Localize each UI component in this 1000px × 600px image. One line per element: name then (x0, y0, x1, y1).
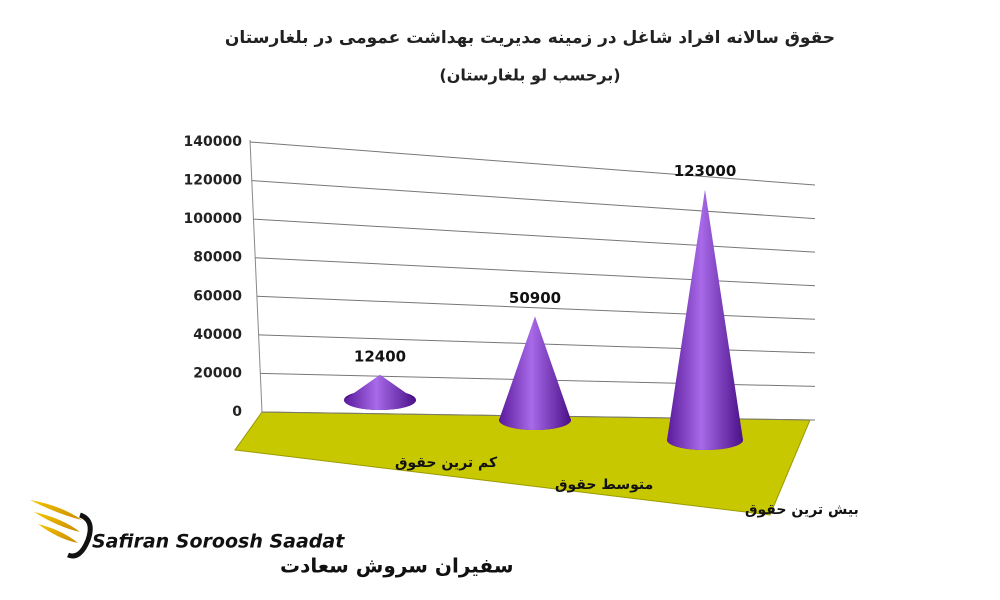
y-tick-label: 120000 (184, 173, 243, 189)
grid-line (249, 141, 816, 186)
y-tick-label: 140000 (184, 134, 243, 150)
grid-line (251, 180, 816, 220)
y-tick-label: 80000 (193, 250, 242, 266)
cone-body (344, 374, 416, 410)
x-tick-label: متوسط حقوق (555, 477, 653, 493)
logo-en: Safiran Soroosh Saadat (92, 531, 345, 553)
cone-body (667, 189, 743, 450)
y-tick-label: 40000 (193, 327, 242, 343)
cone (667, 189, 743, 450)
value-label: 12400 (354, 347, 406, 365)
y-tick-label: 60000 (193, 288, 242, 304)
cone (344, 374, 416, 410)
value-label: 50900 (509, 289, 561, 307)
cone (499, 316, 571, 430)
grid-line (255, 257, 816, 287)
value-label: 123000 (674, 162, 737, 180)
wall-edge (249, 139, 263, 413)
y-tick-label: 0 (232, 404, 242, 420)
logo-neck (67, 512, 93, 559)
chart-title: حقوق سالانه افراد شاغل در زمینه مدیریت ب… (225, 28, 835, 48)
grid-line (253, 218, 816, 253)
x-tick-label: بیش ترین حقوق (745, 502, 859, 518)
logo-wing (34, 512, 80, 532)
marks: کم ترین حقوق 12400 متوسط حقوق 50900 بیش ترین… (344, 162, 859, 518)
logo-wing (30, 500, 82, 520)
y-tick-label: 100000 (184, 211, 243, 227)
logo-wing (38, 524, 78, 543)
logo-fa: سفیران سروش سعادت (280, 554, 514, 578)
logo: Safiran Soroosh Saadat سفیران سروش سعادت (30, 500, 514, 578)
y-tick-label: 20000 (193, 365, 242, 381)
x-tick-label: کم ترین حقوق (395, 455, 498, 471)
cone-body (499, 316, 571, 430)
chart-subtitle: (برحسب لو بلغارستان) (439, 66, 620, 85)
